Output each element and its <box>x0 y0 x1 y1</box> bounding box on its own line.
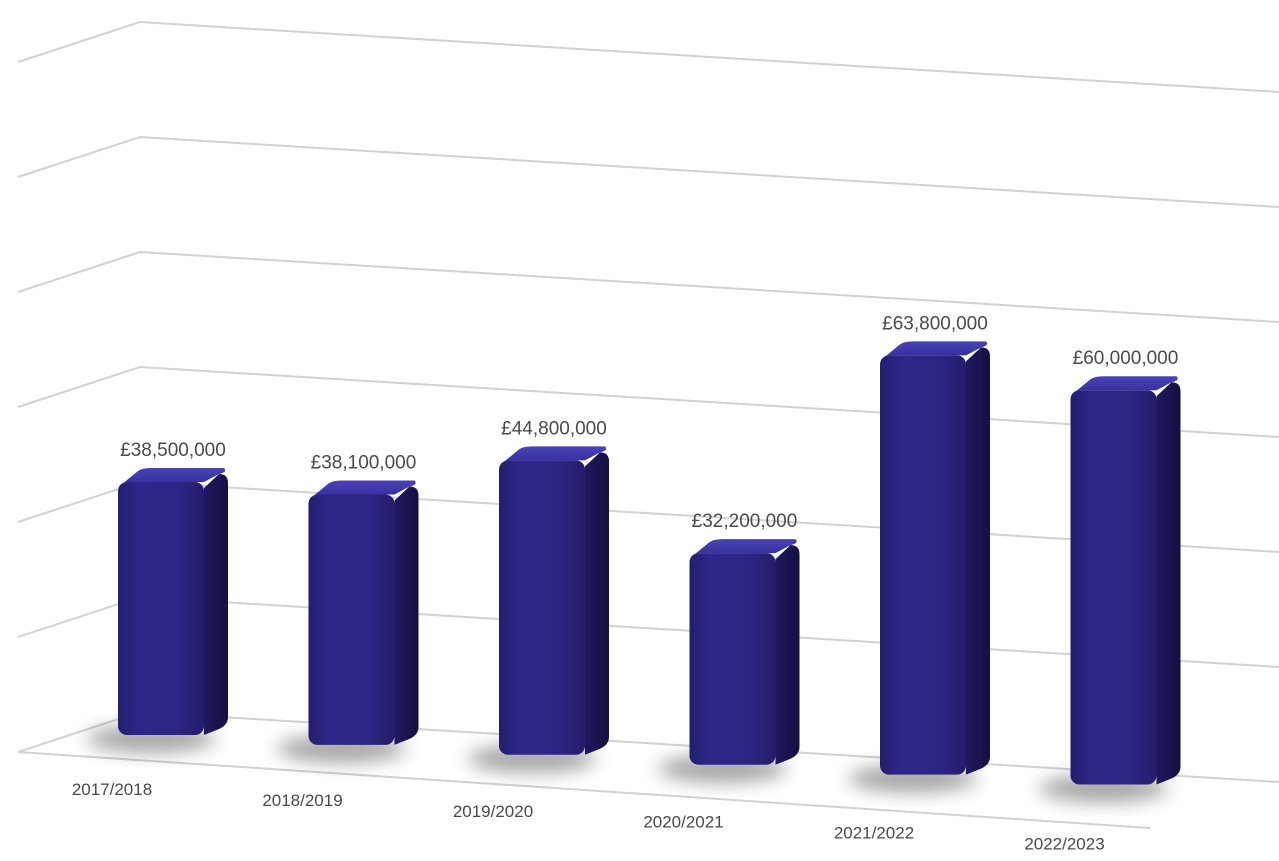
data-labels: £38,500,000 £38,100,000 £44,800,000 £32,200… <box>120 313 1178 532</box>
bar-front <box>499 460 585 755</box>
bar-front <box>118 482 204 735</box>
gridline <box>17 135 1279 208</box>
bar <box>880 341 990 775</box>
bar <box>689 539 800 765</box>
category-label: 2018/2019 <box>262 791 342 810</box>
bar-shadows <box>86 725 1168 803</box>
data-label: £44,800,000 <box>501 418 607 439</box>
bar-side <box>775 545 800 765</box>
bar-front <box>689 553 776 765</box>
bar-side <box>966 347 990 775</box>
floor-edge <box>17 751 1151 829</box>
data-label: £60,000,000 <box>1073 348 1179 369</box>
data-label: £38,500,000 <box>120 440 226 461</box>
bar <box>118 468 228 735</box>
bar-top <box>1073 376 1178 394</box>
bar-top <box>311 480 416 498</box>
category-label: 2022/2023 <box>1024 835 1104 854</box>
data-label: £32,200,000 <box>692 511 798 532</box>
data-label: £63,800,000 <box>882 313 988 334</box>
bar <box>499 446 609 755</box>
gridline <box>17 20 1279 93</box>
category-label: 2021/2022 <box>834 824 914 843</box>
bar-side <box>394 486 419 745</box>
bar-side <box>585 452 609 755</box>
category-label: 2020/2021 <box>643 813 723 832</box>
bars <box>118 341 1181 785</box>
bar-front <box>1070 390 1157 785</box>
bar-side <box>1156 382 1181 785</box>
bar-top <box>502 446 607 464</box>
category-label: 2019/2020 <box>453 802 533 821</box>
bar <box>1070 376 1181 785</box>
category-label: 2017/2018 <box>72 780 152 799</box>
bar-top <box>692 539 797 557</box>
gridline <box>17 250 1279 323</box>
bar-front <box>308 494 395 745</box>
bar-top <box>121 468 226 485</box>
bar <box>308 480 419 745</box>
data-label: £38,100,000 <box>311 453 417 474</box>
bar-top <box>883 341 988 359</box>
bar-front <box>880 355 966 775</box>
bar-side <box>204 474 228 735</box>
category-labels: 2017/2018 2018/2019 2019/2020 2020/2021 2021… <box>72 780 1105 854</box>
